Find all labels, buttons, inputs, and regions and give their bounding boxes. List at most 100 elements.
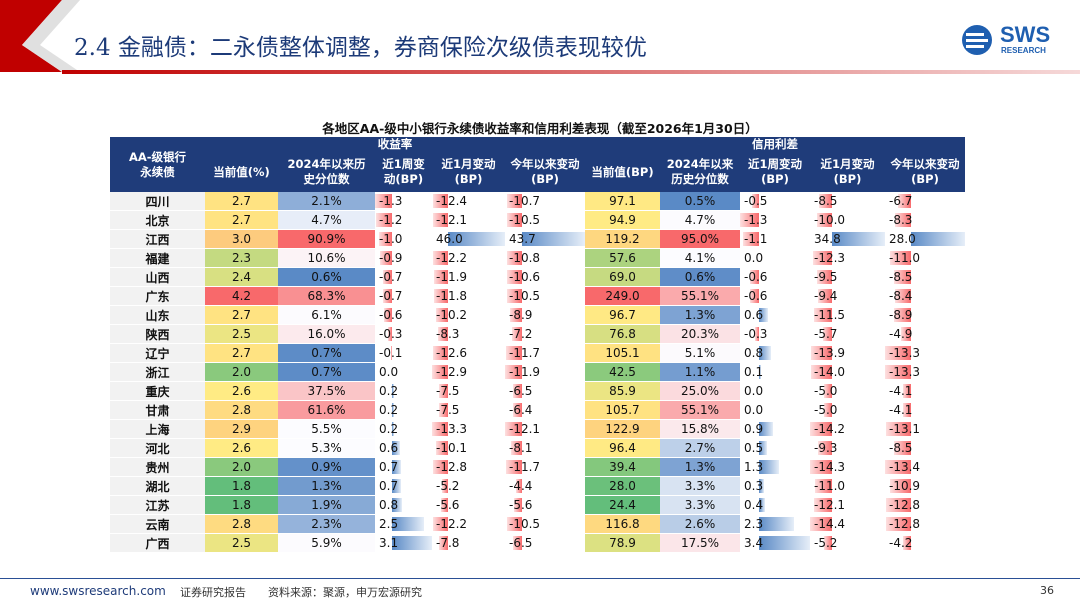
cell-value: 28.0 [889,232,916,246]
cell-value: -10.8 [509,251,541,265]
cell-value: 2.3 [744,517,764,531]
heat-cell: 2.9 [205,419,278,439]
data-bar [750,289,760,303]
cell-value: -4.2 [889,536,913,550]
row-label: 山西 [110,267,205,287]
data-bar [513,403,523,417]
data-bar [432,346,449,360]
cell-value: -1.3 [744,213,768,227]
data-bar [441,498,449,512]
heat-cell: 0.6% [278,267,375,287]
cell-value: -8.3 [889,213,913,227]
cell-value: -13.4 [889,460,921,474]
logo: SWS RESEARCH [958,22,1058,58]
cell-value: -12.3 [814,251,846,265]
bar-cell: -4.9 [885,324,966,344]
data-bar [816,213,832,227]
bar-cell: -6.7 [885,192,966,211]
data-bar [391,498,403,512]
bar-cell: -0.6 [740,267,810,287]
data-bar [507,517,523,531]
cell-value: -12.8 [889,498,921,512]
bar-cell: -10.5 [505,514,585,534]
data-bar [391,441,400,455]
heat-cell: 2.0 [205,362,278,382]
bar-cell: -14.0 [810,362,885,382]
row-label: 重庆 [110,381,205,401]
heat-cell: 105.7 [585,400,660,420]
heat-cell: 90.9% [278,229,375,249]
bar-cell: -12.4 [432,192,505,211]
column-header: 今年以来变动(BP) [885,152,966,192]
data-bar [902,536,911,550]
data-bar [391,479,401,493]
heat-cell: 6.1% [278,305,375,325]
table-row: 浙江 2.0 0.7% 0.0 -12.9 -11.9 42.5 1.1% 0.1 -14.0 -1… [110,362,966,382]
bar-cell: 0.0 [740,400,810,420]
data-bar [433,194,449,208]
column-header: 近1月变动(BP) [810,152,885,192]
bar-cell: -13.1 [885,419,966,439]
bar-cell: -1.3 [740,210,810,230]
table-row: 甘肃 2.8 61.6% 0.2 -7.5 -6.4 105.7 55.1% 0.0 -5.0 -4… [110,400,966,420]
bar-cell: 43.7 [505,229,585,249]
row-label: 山东 [110,305,205,325]
data-bar [505,346,523,360]
bar-cell: -0.3 [740,324,810,344]
cell-value: 0.7 [379,460,399,474]
heat-cell: 16.0% [278,324,375,344]
bar-cell: -5.0 [810,400,885,420]
cell-value: -13.3 [889,346,921,360]
heat-cell: 5.9% [278,533,375,553]
cell-value: -7.5 [436,403,460,417]
bar-cell: -10.1 [432,438,505,458]
bar-cell: -0.3 [375,324,432,344]
data-bar [509,308,523,322]
bar-cell: -7.2 [505,324,585,344]
heat-cell: 15.8% [660,419,740,439]
row-label: 广西 [110,533,205,553]
cell-value: -12.1 [509,422,541,436]
heat-cell: 69.0 [585,267,660,287]
bar-cell: -5.7 [810,324,885,344]
table-title: 各地区AA-级中小银行永续债收益率和信用利差表现（截至2026年1月30日） [322,121,758,136]
bar-cell: 1.3 [740,457,810,477]
cell-value: -5.2 [814,536,838,550]
heat-cell: 4.1% [660,248,740,268]
bar-cell: -10.9 [885,476,966,496]
group-header: 收益率 [205,137,585,152]
cell-value: 0.2 [379,422,399,436]
data-bar [894,441,911,455]
bar-cell: -12.1 [432,210,505,230]
slide-title: 2.4 金融债：二永债整体调整，券商保险次级债表现较优 [74,35,647,61]
heat-cell: 4.7% [278,210,375,230]
column-header: 2024年以来历史分位数 [660,152,740,192]
bar-cell: -12.6 [432,343,505,363]
bar-cell: 46.0 [432,229,505,249]
data-table: AA-级银行永续债 收益率 信用利差 当前值(%) 2024年以来历史分位数 近1周… [110,137,966,553]
data-bar [433,289,449,303]
bar-cell: -12.3 [810,248,885,268]
heat-cell: 122.9 [585,419,660,439]
heat-cell: 0.5% [660,192,740,211]
heat-cell: 94.9 [585,210,660,230]
row-label: 甘肃 [110,400,205,420]
cell-value: -13.9 [814,346,846,360]
cell-value: -9.5 [814,270,838,284]
bar-cell: -13.9 [810,343,885,363]
data-bar [885,365,911,379]
bar-cell: -4.1 [885,381,966,401]
data-bar [759,346,772,360]
data-bar [433,213,449,227]
data-bar [387,327,392,341]
column-header: 当前值(%) [205,152,278,192]
heat-cell: 5.5% [278,419,375,439]
data-bar [810,365,832,379]
row-label: 贵州 [110,457,205,477]
heat-cell: 97.1 [585,192,660,211]
data-bar [886,498,911,512]
bar-cell: 0.2 [375,381,432,401]
table-row: 山西 2.4 0.6% -0.7 -11.9 -10.6 69.0 0.6% -0.6 -9.5-… [110,267,966,287]
data-bar [817,270,832,284]
